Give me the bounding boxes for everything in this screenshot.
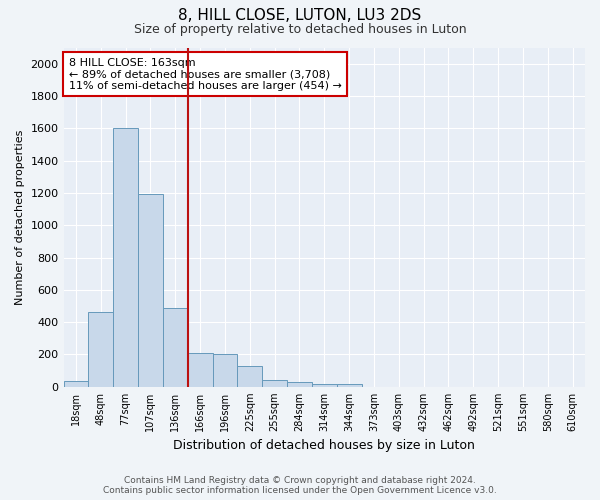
Bar — [337, 384, 362, 387]
Bar — [287, 382, 312, 387]
Bar — [212, 354, 238, 387]
Text: 8, HILL CLOSE, LUTON, LU3 2DS: 8, HILL CLOSE, LUTON, LU3 2DS — [178, 8, 422, 22]
Bar — [113, 128, 138, 387]
Y-axis label: Number of detached properties: Number of detached properties — [15, 130, 25, 305]
X-axis label: Distribution of detached houses by size in Luton: Distribution of detached houses by size … — [173, 440, 475, 452]
Bar — [312, 384, 337, 387]
Text: Size of property relative to detached houses in Luton: Size of property relative to detached ho… — [134, 22, 466, 36]
Bar — [64, 381, 88, 387]
Bar — [163, 308, 188, 387]
Bar — [188, 353, 212, 387]
Bar — [262, 380, 287, 387]
Bar — [138, 194, 163, 387]
Text: 8 HILL CLOSE: 163sqm
← 89% of detached houses are smaller (3,708)
11% of semi-de: 8 HILL CLOSE: 163sqm ← 89% of detached h… — [69, 58, 341, 91]
Bar — [238, 366, 262, 387]
Text: Contains HM Land Registry data © Crown copyright and database right 2024.
Contai: Contains HM Land Registry data © Crown c… — [103, 476, 497, 495]
Bar — [88, 312, 113, 387]
